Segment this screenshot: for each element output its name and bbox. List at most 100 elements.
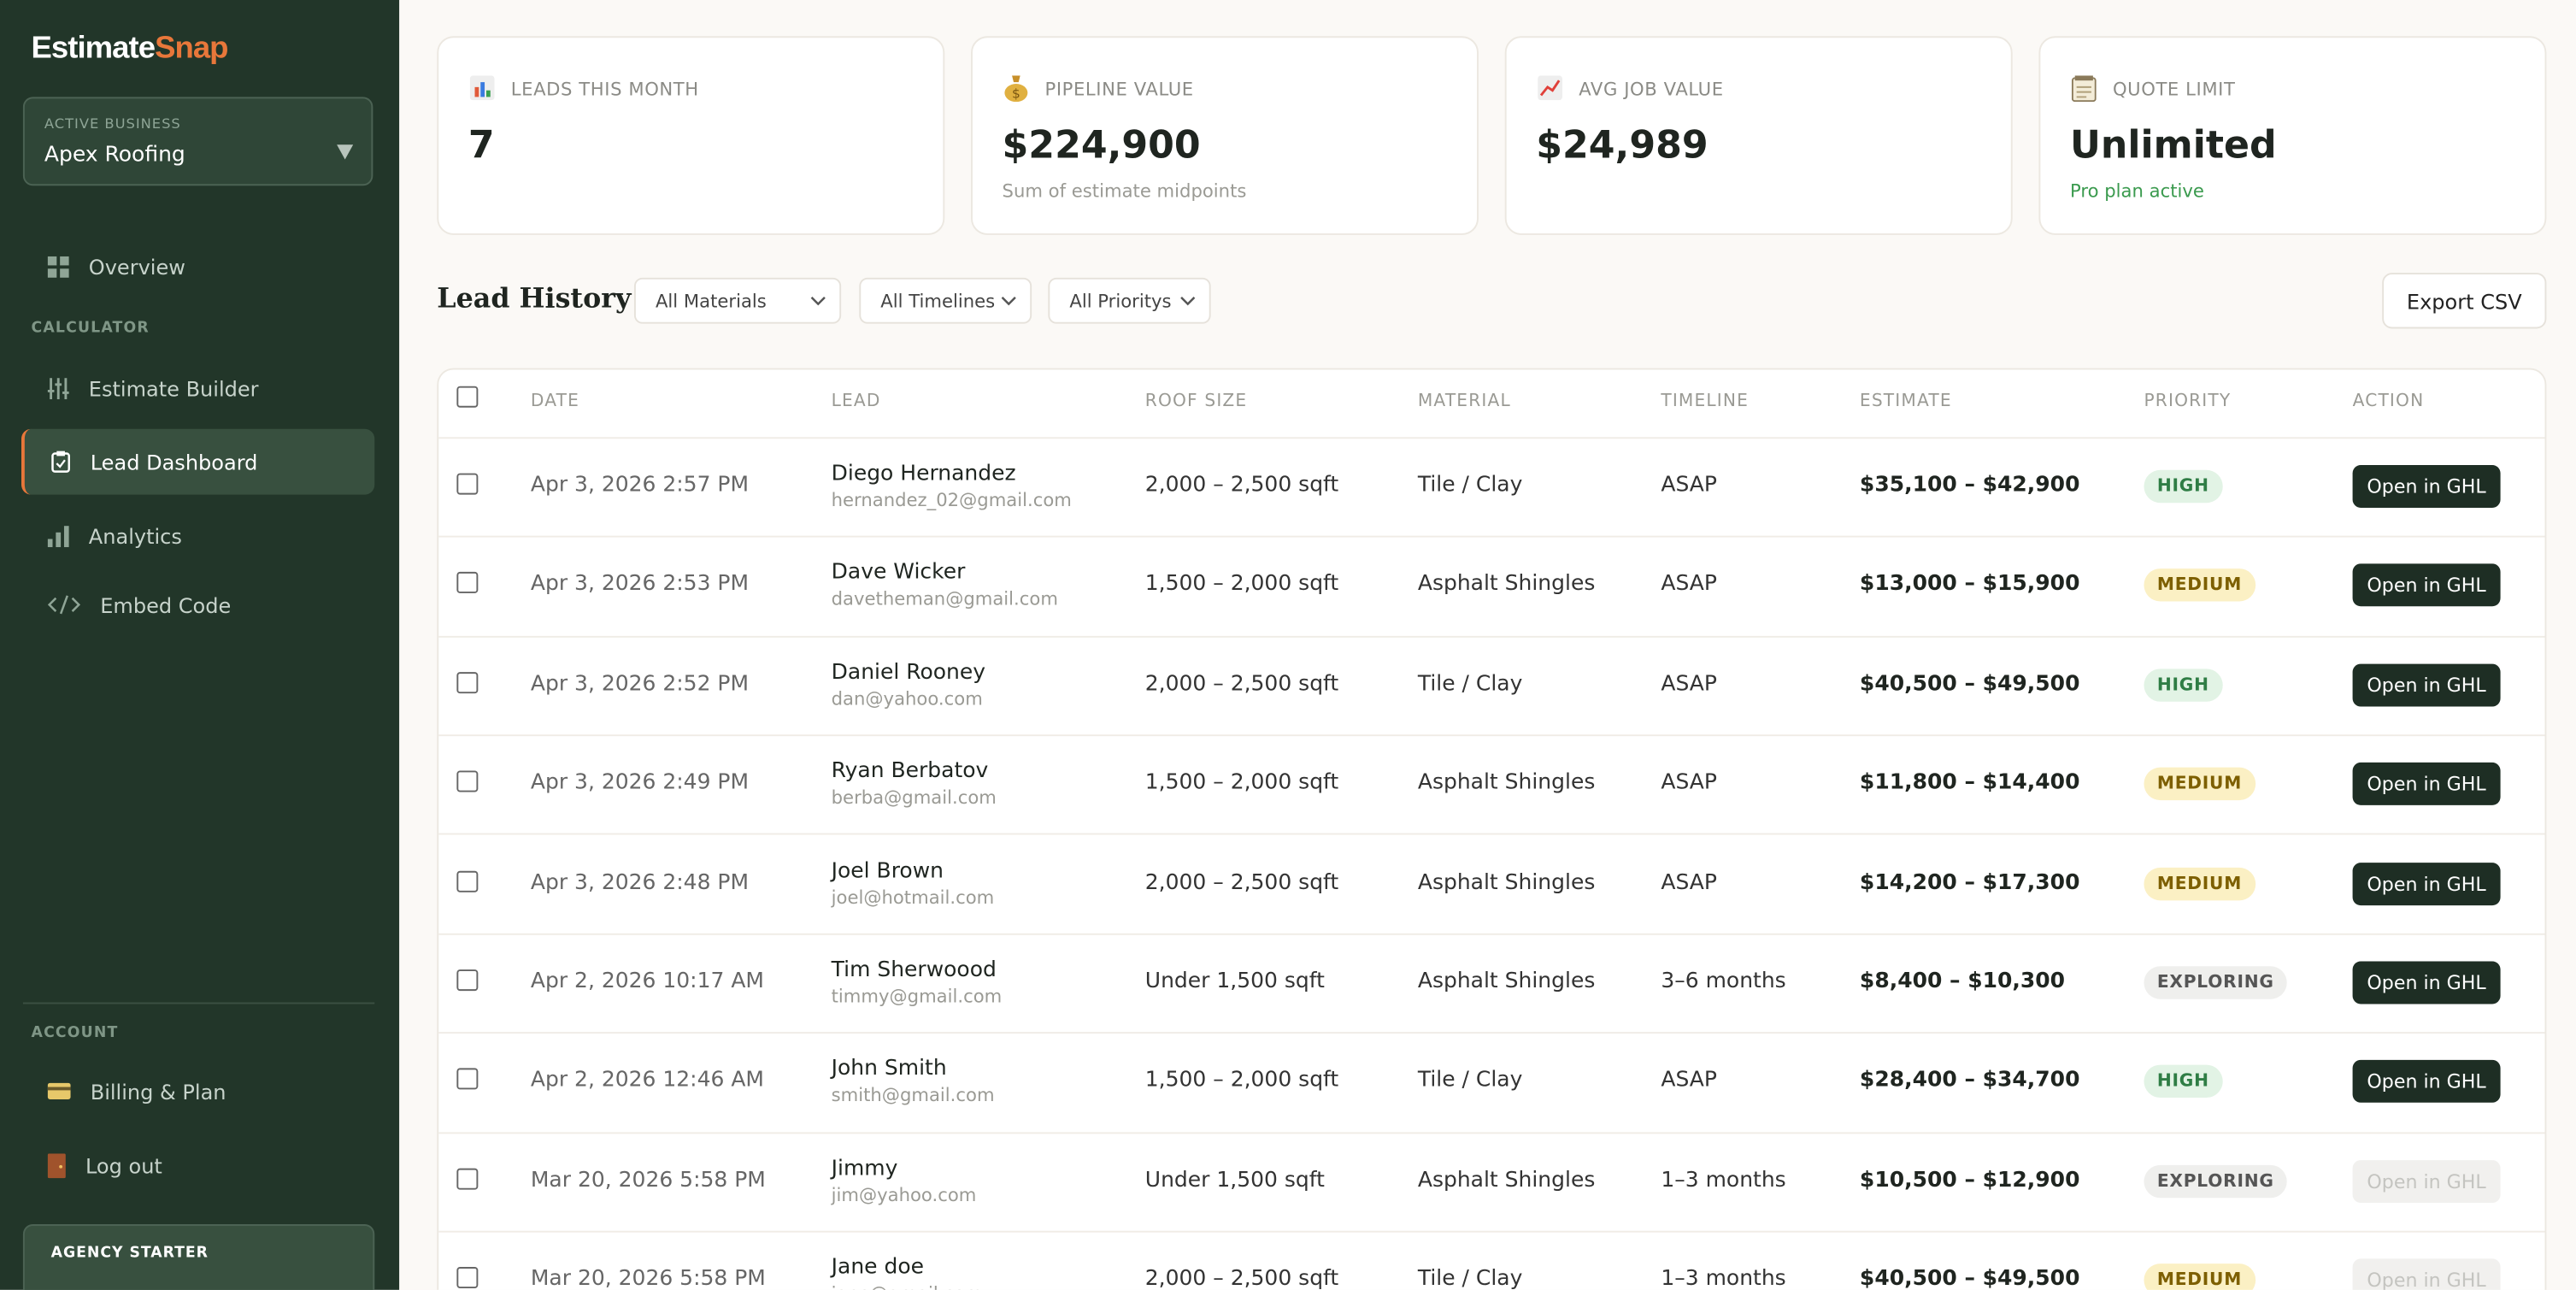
nav-label: Log out [85, 1152, 162, 1178]
nav-label: Estimate Builder [88, 375, 259, 401]
lead-name: John Smith [831, 1057, 947, 1082]
timeline: 3–6 months [1661, 969, 1786, 994]
export-button[interactable]: Export CSV [2382, 273, 2547, 329]
icon [51, 451, 70, 473]
logo-accent: Snap [155, 31, 228, 66]
timeline: 1–3 months [1661, 1168, 1786, 1193]
row-checkbox[interactable] [456, 1168, 479, 1190]
row-checkbox[interactable] [456, 969, 479, 992]
filter-dropdown[interactable]: All Materials [633, 277, 842, 324]
divider [22, 1002, 375, 1004]
lead-email: berba@gmail.com [831, 787, 997, 810]
filter-dropdown[interactable]: All Timelines [859, 277, 1032, 324]
row-divider [438, 833, 2545, 836]
lead-email: joel@hotmail.com [831, 887, 995, 909]
row-checkbox[interactable] [456, 572, 479, 594]
lead-email: hernandez_02@gmail.com [831, 489, 1072, 511]
column-header: ROOF SIZE [1144, 391, 1248, 411]
nav-lead-dashboard[interactable]: Lead Dashboard [21, 428, 375, 495]
estimate: $11,800 – $14,400 [1859, 770, 2080, 796]
priority-badge: HIGH [2144, 469, 2223, 504]
open-in-ghl-button[interactable]: Open in GHL [2352, 961, 2501, 1004]
row-checkbox[interactable] [456, 869, 479, 892]
nav-label: Analytics [88, 523, 182, 549]
icon [47, 377, 69, 399]
nav-billing[interactable]: Billing & Plan [21, 1058, 374, 1124]
lead-email: jane@gmail.com [832, 1284, 983, 1290]
lead-name: Daniel Rooney [831, 660, 986, 686]
section-title: Lead History [437, 282, 632, 315]
row-checkbox[interactable] [456, 671, 479, 693]
lead-name: Jane doe [831, 1255, 924, 1281]
icon [469, 75, 495, 101]
roof-size: Under 1,500 sqft [1144, 969, 1325, 994]
chevron [810, 297, 826, 306]
filter-label: All Prioritys [1069, 290, 1172, 312]
row-checkbox[interactable] [456, 473, 479, 495]
filter-dropdown[interactable]: All Prioritys [1048, 277, 1211, 324]
row-divider [438, 635, 2545, 638]
lead-name: Jimmy [831, 1156, 898, 1181]
row-divider [438, 933, 2545, 935]
open-in-ghl-button: Open in GHL [2352, 1159, 2501, 1203]
section-label: ACCOUNT [31, 1025, 119, 1042]
roof-size: Under 1,500 sqft [1144, 1168, 1325, 1193]
nav-embed-code[interactable]: Embed Code [21, 572, 374, 638]
row-checkbox[interactable] [456, 770, 479, 792]
open-in-ghl-button[interactable]: Open in GHL [2352, 663, 2501, 707]
open-in-ghl-button[interactable]: Open in GHL [2352, 1060, 2501, 1104]
lead-name: Dave Wicker [831, 561, 966, 586]
chevron [1001, 297, 1016, 306]
business-label: ACTIVE BUSINESS [44, 116, 181, 133]
estimate: $13,000 – $15,900 [1859, 572, 2080, 598]
open-in-ghl-button[interactable]: Open in GHL [2352, 862, 2501, 905]
roof-size: 2,000 – 2,500 sqft [1144, 671, 1339, 697]
open-in-ghl-button[interactable]: Open in GHL [2352, 464, 2501, 508]
svg-text:$: $ [1012, 85, 1020, 101]
nav-analytics[interactable]: Analytics [21, 503, 374, 568]
date: Apr 3, 2026 2:48 PM [530, 869, 750, 895]
estimate: $14,200 – $17,300 [1859, 869, 2080, 895]
lead-name: Joel Brown [831, 858, 944, 884]
nav-estimate-builder[interactable]: Estimate Builder [21, 355, 374, 421]
nav-logout[interactable]: Log out [21, 1132, 374, 1198]
open-in-ghl-button[interactable]: Open in GHL [2352, 763, 2501, 806]
sidebar: EstimateSnap ACTIVE BUSINESS Apex Roofin… [0, 0, 400, 1290]
timeline: ASAP [1661, 671, 1717, 697]
nav-overview[interactable]: Overview [21, 233, 374, 299]
lead-email: dan@yahoo.com [831, 688, 983, 710]
table [437, 368, 2547, 1290]
material: Tile / Clay [1417, 671, 1523, 697]
nav-label: Overview [88, 253, 185, 279]
row-checkbox[interactable] [456, 1267, 479, 1289]
timeline: ASAP [1661, 1069, 1717, 1094]
date: Mar 20, 2026 5:58 PM [530, 1267, 766, 1290]
column-header: LEAD [831, 391, 881, 411]
icon [47, 255, 69, 277]
roof-size: 2,000 – 2,500 sqft [1144, 1267, 1339, 1290]
column-header: ACTION [2352, 391, 2425, 411]
plan-badge: AGENCY STARTER [22, 1224, 375, 1290]
filter-label: All Materials [655, 290, 767, 312]
lead-email: jim@yahoo.com [831, 1184, 977, 1206]
business-selector[interactable]: ACTIVE BUSINESS Apex Roofing [22, 97, 373, 186]
estimate: $28,400 – $34,700 [1859, 1069, 2080, 1094]
date: Apr 3, 2026 2:57 PM [530, 473, 750, 498]
nav-label: Billing & Plan [90, 1078, 226, 1104]
material: Asphalt Shingles [1417, 1168, 1596, 1193]
row-checkbox[interactable] [456, 1069, 479, 1091]
priority-badge: EXPLORING [2144, 1164, 2288, 1198]
timeline: ASAP [1661, 770, 1717, 796]
material: Tile / Clay [1417, 1267, 1523, 1290]
priority-badge: HIGH [2144, 668, 2223, 702]
stat-label: QUOTE LIMIT [2112, 79, 2236, 101]
lead-email: timmy@gmail.com [831, 986, 1003, 1008]
stat-value: Unlimited [2069, 125, 2277, 168]
timeline: ASAP [1661, 869, 1717, 895]
open-in-ghl-button[interactable]: Open in GHL [2352, 564, 2501, 608]
select-all-checkbox[interactable] [456, 386, 479, 408]
nav-label: Embed Code [100, 592, 232, 617]
icon [47, 1082, 71, 1099]
stat-note: Pro plan active [2069, 180, 2204, 203]
